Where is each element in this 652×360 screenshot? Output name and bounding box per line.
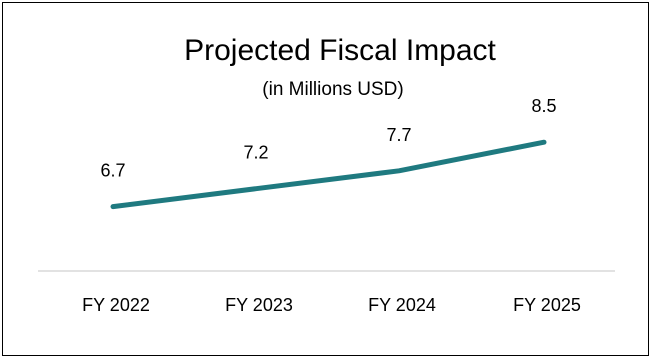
chart-title: Projected Fiscal Impact (184, 34, 496, 67)
data-label-1: 6.7 (100, 161, 125, 181)
data-label-3: 7.7 (386, 125, 411, 145)
series-line (110, 139, 547, 210)
x-tick-label-3: FY 2024 (368, 295, 436, 315)
x-tick-label-1: FY 2022 (82, 295, 150, 315)
data-label-4: 8.5 (531, 96, 556, 116)
chart-subtitle: (in Millions USD) (262, 79, 403, 100)
x-tick-label-4: FY 2025 (513, 295, 581, 315)
data-label-2: 7.2 (243, 143, 268, 163)
x-tick-label-2: FY 2023 (225, 295, 293, 315)
